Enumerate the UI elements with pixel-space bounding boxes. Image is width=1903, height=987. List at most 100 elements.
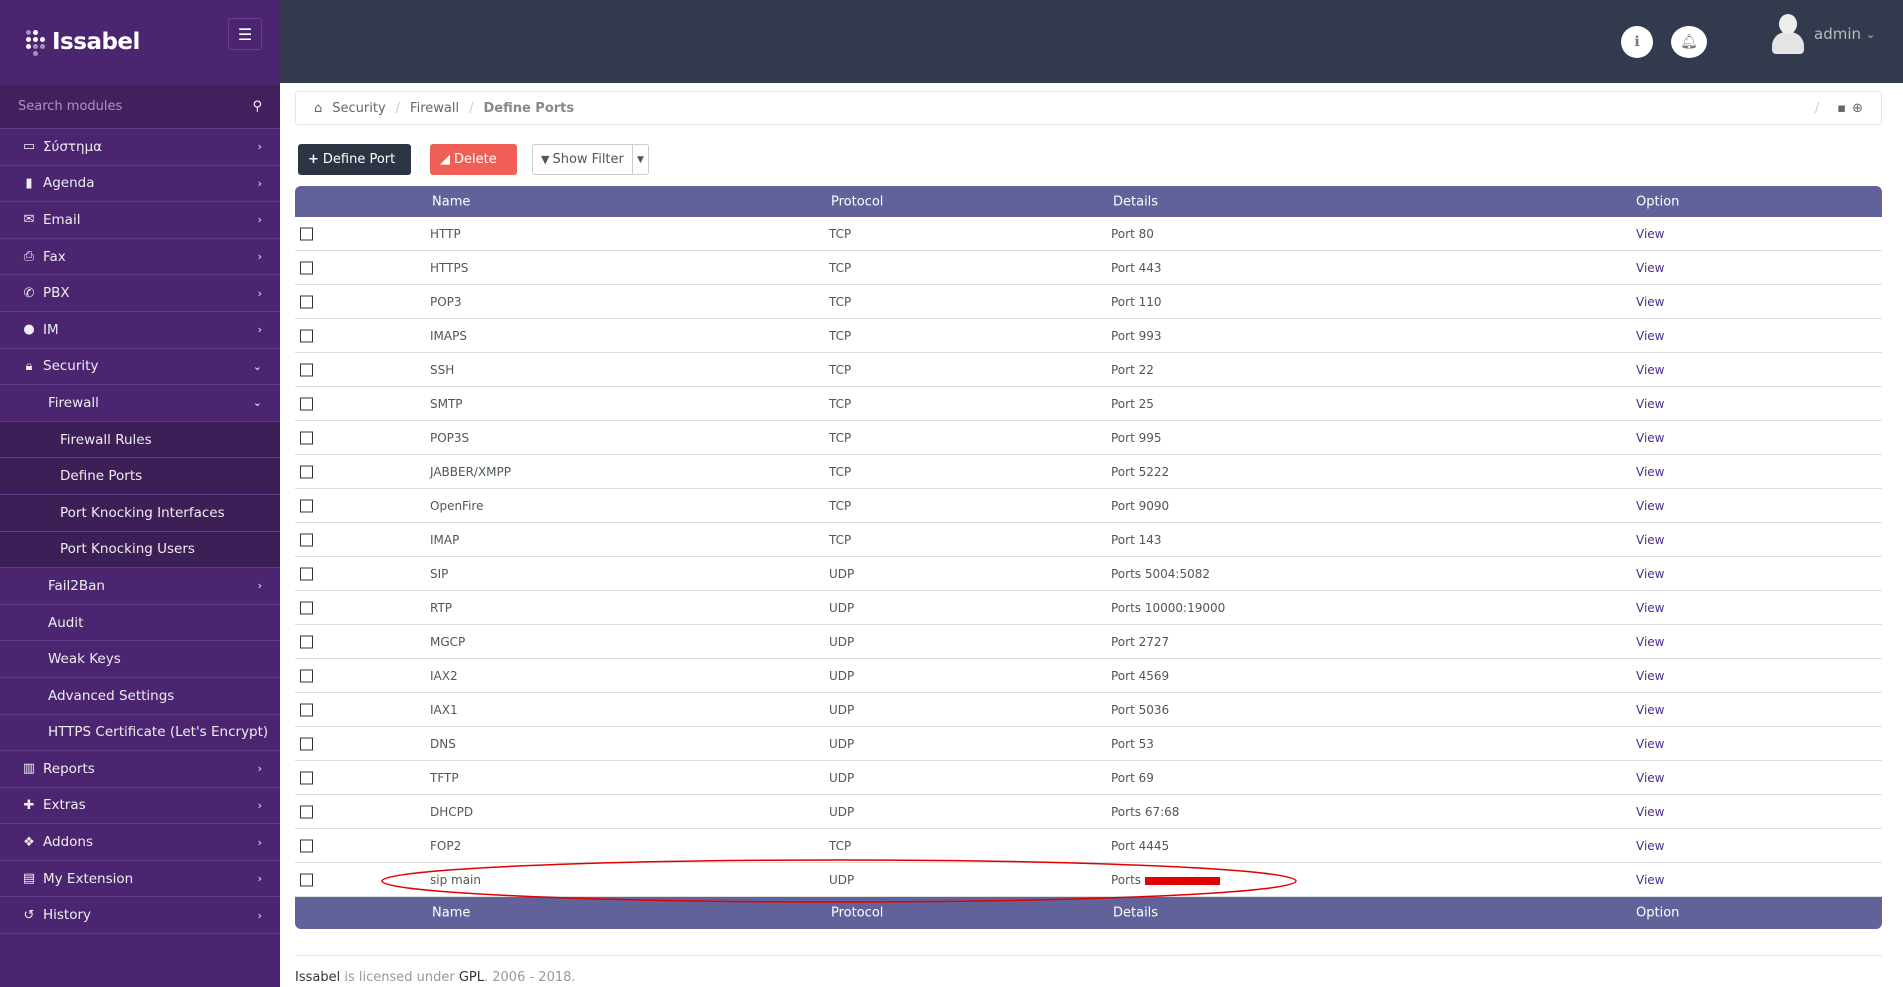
search-modules-input[interactable]: Search modules ⚲ — [0, 85, 280, 129]
row-checkbox[interactable] — [300, 771, 313, 784]
sidebar-item-https-certificate-let-s-encrypt-[interactable]: HTTPS Certificate (Let's Encrypt) — [0, 715, 280, 752]
view-link[interactable]: View — [1636, 838, 1665, 853]
row-checkbox[interactable] — [300, 465, 313, 478]
view-link[interactable]: View — [1636, 804, 1665, 819]
view-link[interactable]: View — [1636, 532, 1665, 547]
port-name: SIP — [430, 566, 449, 581]
home-icon[interactable]: ⌂ — [314, 100, 323, 116]
sidebar-item-reports[interactable]: ▥ Reports › — [0, 751, 280, 788]
view-link[interactable]: View — [1636, 464, 1665, 479]
row-checkbox[interactable] — [300, 499, 313, 512]
lock-icon: 🔒︎ — [25, 358, 33, 374]
view-link[interactable]: View — [1636, 566, 1665, 581]
breadcrumb-firewall[interactable]: Firewall — [410, 100, 460, 116]
view-link[interactable]: View — [1636, 736, 1665, 751]
footer-license-link[interactable]: GPL — [458, 970, 484, 985]
sidebar-item-port-knocking-interfaces[interactable]: Port Knocking Interfaces — [0, 494, 280, 532]
view-link[interactable]: View — [1636, 634, 1665, 649]
sidebar-item-extras[interactable]: ✚ Extras › — [0, 788, 280, 825]
menu-toggle-button[interactable]: ☰ — [228, 18, 262, 50]
row-checkbox[interactable] — [300, 329, 313, 342]
row-checkbox[interactable] — [300, 805, 313, 818]
info-button[interactable]: ℹ — [1621, 26, 1653, 58]
sidebar-item-define-ports[interactable]: Define Ports — [0, 458, 280, 495]
sidebar-item-agenda[interactable]: ▮ Agenda › — [0, 166, 280, 203]
delete-button[interactable]: ◢ Delete — [430, 144, 517, 175]
sidebar-item-security[interactable]: 🔒︎ Security ⌄ — [0, 349, 280, 386]
show-filter-button[interactable]: ▼ Show Filter ▼ — [532, 144, 649, 175]
port-details: Port 5222 — [1111, 464, 1170, 479]
sidebar-item-fax[interactable]: ⎙ Fax › — [0, 239, 280, 276]
sidebar-item-addons[interactable]: ❖ Addons › — [0, 824, 280, 861]
port-name: JABBER/XMPP — [430, 464, 512, 479]
row-checkbox[interactable] — [300, 703, 313, 716]
sidebar-item-σ-στημα[interactable]: ▭ Σύστημα › — [0, 129, 280, 166]
sidebar-item-im[interactable]: ● IM › — [0, 312, 280, 349]
sidebar-item-port-knocking-users[interactable]: Port Knocking Users — [0, 531, 280, 569]
define-port-label: Define Port — [322, 152, 396, 167]
history-icon: ↺ — [23, 907, 35, 923]
view-link[interactable]: View — [1636, 396, 1665, 411]
view-link[interactable]: View — [1636, 770, 1665, 785]
view-link[interactable]: View — [1636, 600, 1665, 615]
sidebar-item-email[interactable]: ✉ Email › — [0, 202, 280, 239]
view-link[interactable]: View — [1636, 226, 1665, 241]
port-details: Port 2727 — [1111, 634, 1170, 649]
sticky-note-icon[interactable]: ▪ — [1837, 100, 1847, 116]
column-header-details: Details — [1113, 194, 1159, 209]
view-link[interactable]: View — [1636, 668, 1665, 683]
view-link[interactable]: View — [1636, 362, 1665, 377]
row-checkbox[interactable] — [300, 431, 313, 444]
sidebar-item-firewall[interactable]: Firewall ⌄ — [0, 385, 280, 422]
footer-brand-link[interactable]: Issabel — [295, 970, 341, 985]
view-link[interactable]: View — [1636, 872, 1665, 887]
row-checkbox[interactable] — [300, 533, 313, 546]
view-link[interactable]: View — [1636, 294, 1665, 309]
logo[interactable]: Issabel — [26, 22, 140, 62]
port-name: RTP — [430, 600, 453, 615]
row-checkbox[interactable] — [300, 669, 313, 682]
table-row: sip main UDP Ports View — [295, 863, 1882, 897]
view-link[interactable]: View — [1636, 702, 1665, 717]
sidebar-item-audit[interactable]: Audit — [0, 605, 280, 642]
view-link[interactable]: View — [1636, 430, 1665, 445]
view-link[interactable]: View — [1636, 498, 1665, 513]
sidebar-item-fail2ban[interactable]: Fail2Ban › — [0, 568, 280, 605]
row-checkbox[interactable] — [300, 261, 313, 274]
row-checkbox[interactable] — [300, 397, 313, 410]
port-protocol: TCP — [829, 532, 852, 547]
row-checkbox[interactable] — [300, 567, 313, 580]
sidebar-item-label: IM — [43, 321, 59, 338]
port-details: Port 69 — [1111, 770, 1154, 785]
sidebar-item-firewall-rules[interactable]: Firewall Rules — [0, 421, 280, 459]
sidebar-item-my-extension[interactable]: ▤ My Extension › — [0, 861, 280, 898]
row-checkbox[interactable] — [300, 737, 313, 750]
row-checkbox[interactable] — [300, 635, 313, 648]
sidebar-item-pbx[interactable]: ✆ PBX › — [0, 275, 280, 312]
notifications-button[interactable]: 🔔︎ — [1671, 26, 1707, 58]
row-checkbox[interactable] — [300, 363, 313, 376]
caret-down-icon[interactable]: ▼ — [636, 154, 644, 165]
user-menu[interactable]: admin ⌄ — [1772, 14, 1875, 54]
table-header: Name Protocol Details Option — [295, 186, 1882, 217]
row-checkbox[interactable] — [300, 601, 313, 614]
row-checkbox[interactable] — [300, 873, 313, 886]
port-name: IAX2 — [430, 668, 458, 683]
breadcrumb-security[interactable]: Security — [332, 100, 386, 116]
search-icon[interactable]: ⚲ — [252, 99, 262, 114]
sidebar-item-label: Port Knocking Interfaces — [60, 504, 225, 521]
sidebar-item-weak-keys[interactable]: Weak Keys — [0, 641, 280, 678]
plus-icon: + — [308, 152, 319, 167]
help-lifebuoy-icon[interactable]: ⊕ — [1852, 100, 1863, 116]
sidebar-item-advanced-settings[interactable]: Advanced Settings — [0, 678, 280, 715]
bar-chart-icon: ▥ — [22, 761, 36, 777]
row-checkbox[interactable] — [300, 227, 313, 240]
row-checkbox[interactable] — [300, 295, 313, 308]
view-link[interactable]: View — [1636, 260, 1665, 275]
port-protocol: TCP — [829, 328, 852, 343]
sidebar-item-label: History — [43, 907, 92, 924]
define-port-button[interactable]: + Define Port — [298, 144, 411, 175]
view-link[interactable]: View — [1636, 328, 1665, 343]
sidebar-item-history[interactable]: ↺ History › — [0, 897, 280, 935]
row-checkbox[interactable] — [300, 839, 313, 852]
